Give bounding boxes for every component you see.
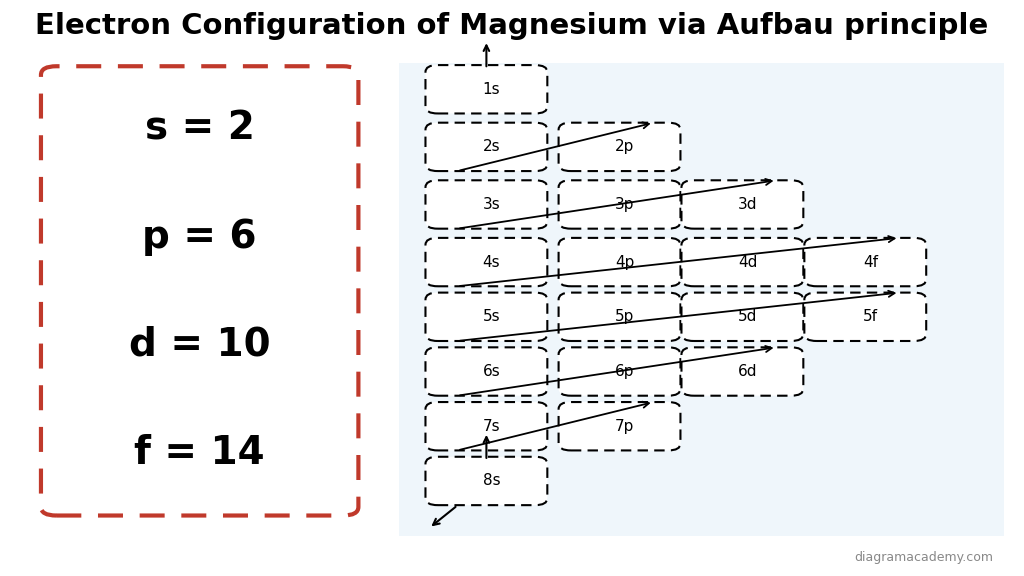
- Text: 2p: 2p: [615, 139, 634, 154]
- FancyBboxPatch shape: [682, 180, 803, 229]
- FancyBboxPatch shape: [426, 180, 547, 229]
- FancyBboxPatch shape: [426, 65, 547, 113]
- Text: 2s: 2s: [482, 139, 501, 154]
- FancyBboxPatch shape: [682, 293, 803, 341]
- FancyBboxPatch shape: [426, 123, 547, 171]
- Text: 3d: 3d: [737, 197, 758, 212]
- FancyBboxPatch shape: [426, 457, 547, 505]
- Text: 4s: 4s: [482, 255, 501, 270]
- Text: 4p: 4p: [615, 255, 634, 270]
- FancyBboxPatch shape: [426, 347, 547, 396]
- Text: 7s: 7s: [482, 419, 501, 434]
- Text: 6d: 6d: [737, 364, 758, 379]
- FancyBboxPatch shape: [559, 180, 680, 229]
- FancyBboxPatch shape: [805, 238, 926, 286]
- FancyBboxPatch shape: [805, 293, 926, 341]
- Text: 5f: 5f: [863, 309, 878, 324]
- FancyBboxPatch shape: [559, 347, 680, 396]
- Text: Electron Configuration of Magnesium via Aufbau principle: Electron Configuration of Magnesium via …: [36, 12, 988, 40]
- Text: 7p: 7p: [615, 419, 634, 434]
- Text: 3s: 3s: [482, 197, 501, 212]
- Text: diagramacademy.com: diagramacademy.com: [854, 551, 993, 564]
- FancyBboxPatch shape: [426, 402, 547, 450]
- Text: p = 6: p = 6: [142, 218, 257, 256]
- FancyBboxPatch shape: [559, 293, 680, 341]
- Text: f = 14: f = 14: [134, 434, 265, 472]
- Text: 5s: 5s: [482, 309, 501, 324]
- Text: 6p: 6p: [614, 364, 635, 379]
- Text: 4d: 4d: [738, 255, 757, 270]
- FancyBboxPatch shape: [426, 293, 547, 341]
- Text: 8s: 8s: [482, 473, 501, 488]
- FancyBboxPatch shape: [426, 238, 547, 286]
- Text: 5p: 5p: [615, 309, 634, 324]
- FancyBboxPatch shape: [559, 123, 680, 171]
- FancyBboxPatch shape: [559, 402, 680, 450]
- Text: s = 2: s = 2: [144, 110, 255, 148]
- Text: 4f: 4f: [863, 255, 878, 270]
- FancyBboxPatch shape: [41, 66, 358, 516]
- Text: 1s: 1s: [482, 82, 501, 97]
- Text: d = 10: d = 10: [129, 326, 270, 364]
- FancyBboxPatch shape: [682, 347, 803, 396]
- Text: 3p: 3p: [614, 197, 635, 212]
- Text: 6s: 6s: [482, 364, 501, 379]
- FancyBboxPatch shape: [559, 238, 680, 286]
- FancyBboxPatch shape: [682, 238, 803, 286]
- FancyBboxPatch shape: [399, 63, 1004, 536]
- Text: 5d: 5d: [738, 309, 757, 324]
